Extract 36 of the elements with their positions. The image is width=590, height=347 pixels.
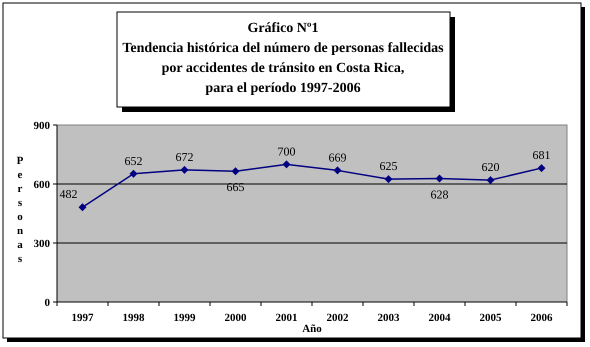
point <box>436 174 444 182</box>
x-tick-label: 2003 <box>378 312 400 324</box>
point <box>384 175 392 184</box>
y-tick-label: 900 <box>34 120 50 132</box>
y-tick-label: 600 <box>34 179 50 191</box>
x-tick-label: 2000 <box>224 312 247 324</box>
x-tick-label: 2006 <box>530 312 553 324</box>
x-tick-label: 2005 <box>480 312 502 324</box>
x-tick-label: 2002 <box>326 312 349 324</box>
data-label: 669 <box>328 150 346 164</box>
point <box>180 166 188 174</box>
data-label: 700 <box>278 144 296 158</box>
point <box>334 166 342 174</box>
data-label: 681 <box>532 148 550 162</box>
x-tick-label: 1997 <box>72 312 94 324</box>
x-tick-label: 1999 <box>174 312 196 324</box>
point <box>232 167 240 176</box>
point <box>486 176 494 184</box>
chart-title: Gráfico Nº1 Tendencia histórica del número de personas fallecidas por accidentes de tránsito en Costa Rica, para el período 1997-2006 <box>122 21 444 96</box>
data-label: 620 <box>482 160 500 174</box>
data-label: 625 <box>380 159 398 174</box>
data-label: 628 <box>430 187 448 202</box>
point <box>282 160 290 168</box>
point <box>538 164 546 172</box>
x-tick-label: 2004 <box>428 312 451 324</box>
y-axis-title: Personas <box>16 155 24 265</box>
x-tick-label: 2001 <box>276 312 298 324</box>
point <box>130 170 138 178</box>
y-tick-label: 0 <box>44 297 50 309</box>
x-tick-label: 1998 <box>122 312 145 324</box>
x-axis-title: Año <box>302 323 322 335</box>
y-tick-label: 300 <box>34 238 50 250</box>
point <box>78 203 86 212</box>
data-label: 482 <box>60 187 78 202</box>
data-label: 652 <box>124 154 142 168</box>
data-label: 672 <box>176 150 194 164</box>
